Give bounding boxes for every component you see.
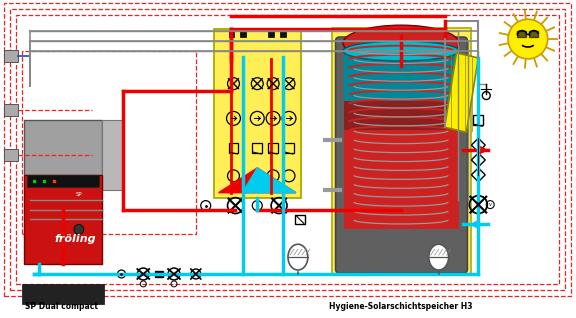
Bar [16, 15, 559, 284]
Bar [155, 271, 163, 277]
Bar [343, 41, 460, 130]
Ellipse shape [429, 244, 449, 270]
Bar [5, 50, 18, 62]
Text: Hygiene-Solarschichtspeicher H3: Hygiene-Solarschichtspeicher H3 [329, 302, 473, 311]
Bar [5, 149, 18, 161]
Polygon shape [242, 168, 296, 193]
Text: v: v [489, 202, 492, 207]
Bar [5, 105, 18, 116]
Bar [240, 31, 247, 37]
Bar [343, 51, 460, 100]
Polygon shape [445, 53, 478, 132]
Bar [268, 31, 274, 37]
Bar [268, 143, 278, 153]
Bar [10, 9, 564, 290]
Bar [280, 31, 286, 37]
Bar [214, 29, 301, 198]
Circle shape [74, 225, 84, 234]
Bar [22, 284, 104, 304]
Circle shape [508, 19, 548, 59]
Bar [252, 143, 262, 153]
Text: SP: SP [75, 192, 82, 197]
Bar [27, 175, 98, 187]
Bar [229, 31, 234, 37]
Bar [284, 143, 294, 153]
Bar [101, 120, 123, 190]
Bar [229, 143, 238, 153]
Bar [473, 115, 483, 125]
Bar [24, 120, 101, 175]
Bar [343, 130, 460, 229]
Text: fröling: fröling [54, 234, 96, 244]
Ellipse shape [288, 244, 308, 270]
Text: SP Dual compact: SP Dual compact [25, 302, 98, 311]
Bar [343, 100, 460, 130]
Polygon shape [219, 168, 296, 193]
Bar [332, 28, 471, 274]
Bar [22, 51, 196, 234]
FancyBboxPatch shape [336, 37, 467, 273]
Bar [295, 215, 305, 225]
Ellipse shape [343, 25, 459, 61]
Bar [24, 175, 101, 264]
Ellipse shape [343, 41, 459, 61]
